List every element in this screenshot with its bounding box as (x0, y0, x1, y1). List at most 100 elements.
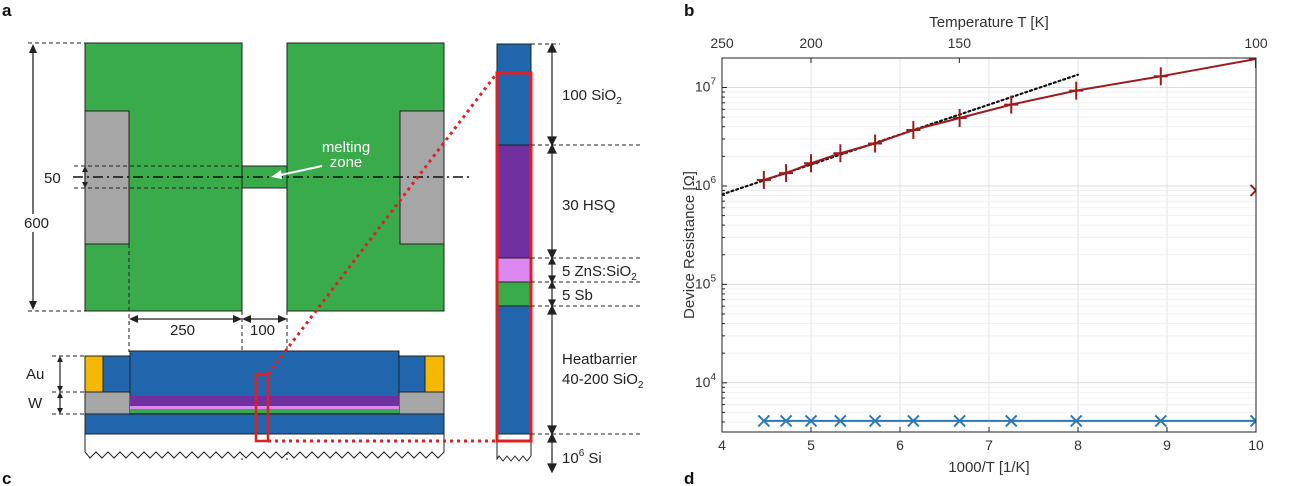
svg-text:5 ZnS:SiO2: 5 ZnS:SiO2 (562, 263, 637, 283)
series-0-point (1153, 67, 1168, 86)
top-tick-label: 250 (710, 35, 734, 51)
melting-zone-label-2: zone (330, 154, 363, 171)
series-group (756, 58, 1256, 428)
series-0-point (1004, 95, 1019, 114)
svg-text:100 SiO2: 100 SiO2 (562, 87, 622, 107)
x-marker-b (1249, 419, 1256, 428)
au-label: Au (26, 366, 44, 383)
si-substrate (84, 433, 445, 459)
top-axis-ticks: 250 200 150 100 (710, 35, 1268, 63)
panel-label-b: b (684, 1, 694, 20)
x-tick-label: 4 (718, 437, 726, 453)
au-right (424, 355, 445, 393)
stack-sio2-top (496, 43, 532, 146)
y-tick-label: 105 (695, 273, 717, 291)
series-1-point (1154, 414, 1167, 428)
x-tick-label: 5 (807, 437, 815, 453)
heatbarrier-layer (84, 413, 445, 435)
zoom-region-box (254, 372, 270, 443)
w-label: W (28, 395, 43, 412)
x-marker-a (1249, 414, 1256, 423)
panel-label-d: d (684, 469, 694, 486)
stack-hsq (496, 144, 532, 259)
top-tick-label: 150 (948, 35, 972, 51)
stack-label-heatbarrier-2: 40-200 SiO (562, 371, 638, 388)
melting-zone-arrowhead (271, 170, 282, 179)
stack-heatbarrier (496, 305, 532, 435)
stack-si (496, 433, 532, 462)
stack-label-si: Si (584, 450, 602, 467)
au-left (84, 355, 104, 393)
stack-zns (496, 257, 532, 283)
series-0-point (833, 144, 848, 163)
series-0-point (1069, 81, 1084, 100)
series-1-point (834, 414, 847, 428)
x-marker-b (779, 414, 793, 428)
dim-50-label: 50 (44, 170, 61, 187)
stack-label-sio2-top-sub: 2 (616, 96, 622, 107)
stack-label-sb: 5 Sb (562, 287, 593, 304)
melting-zone-label-1: melting (322, 139, 370, 156)
stack-label-sio2-top: 100 SiO (562, 87, 616, 104)
sio2-left (102, 355, 131, 393)
y-tick-label: 107 (695, 77, 717, 95)
x-marker-b (953, 414, 966, 428)
stack-label-hsq: 30 HSQ (562, 197, 615, 214)
series-1-point (1249, 414, 1256, 428)
series-1-point (779, 414, 793, 428)
x-axis-ticks: 4 5 6 7 8 9 10 (718, 427, 1264, 453)
x-tick-label: 8 (1074, 437, 1082, 453)
y-axis-label: Device Resistance [Ω] (681, 171, 698, 319)
top-tick-label: 200 (799, 35, 823, 51)
dimension-widths: 250 100 (128, 244, 288, 460)
y-tick-label: 104 (695, 372, 717, 390)
panel-label-a: a (2, 1, 12, 20)
top-tick-label: 100 (1244, 35, 1268, 51)
dimension-50: 50 (44, 165, 242, 189)
hsq-layer (130, 396, 399, 406)
dim-600-label: 600 (24, 215, 49, 232)
series-0-point (779, 164, 794, 183)
series-0-point (868, 134, 883, 153)
x-marker-b (1249, 189, 1256, 197)
series-0-point (952, 109, 967, 128)
y-tick-exponent: 5 (710, 273, 716, 284)
series-0-point (756, 170, 771, 189)
stack-label-si-exp: 6 (579, 448, 585, 459)
series-1-point (907, 414, 920, 428)
svg-text:106 Si: 106 Si (562, 448, 602, 467)
stack-label-heatbarrier-1: Heatbarrier (562, 351, 637, 368)
y-tick-base: 10 (695, 275, 711, 291)
x-marker-a (1249, 184, 1256, 192)
series-0-point (804, 154, 818, 173)
x-marker-b (907, 414, 920, 428)
y-tick-base: 10 (695, 374, 711, 390)
svg-text:40-200 SiO2: 40-200 SiO2 (562, 371, 644, 391)
x-tick-label: 7 (985, 437, 993, 453)
series-1-point (1005, 414, 1018, 428)
series-2-point (1249, 184, 1256, 197)
stack-label-zns: 5 ZnS:SiO (562, 263, 631, 280)
x-marker-b (1070, 414, 1083, 428)
x-tick-label: 10 (1248, 437, 1264, 453)
series-1-point (953, 414, 966, 428)
series-0-point (1249, 58, 1256, 68)
dimension-600: 600 (20, 42, 85, 312)
x-tick-label: 9 (1163, 437, 1171, 453)
top-axis-label: Temperature T [K] (929, 14, 1049, 31)
y-tick-label: 106 (695, 175, 717, 193)
y-tick-exponent: 4 (710, 372, 716, 383)
stack-sb (496, 281, 532, 307)
stack-zoom-box (495, 71, 533, 443)
x-marker-b (868, 414, 882, 428)
sio2-right (398, 355, 426, 393)
y-tick-exponent: 7 (710, 77, 716, 88)
dim-100-label: 100 (250, 322, 275, 339)
x-tick-label: 6 (896, 437, 904, 453)
y-tick-exponent: 6 (710, 175, 716, 186)
y-tick-base: 10 (695, 177, 711, 193)
series-1-point (868, 414, 882, 428)
